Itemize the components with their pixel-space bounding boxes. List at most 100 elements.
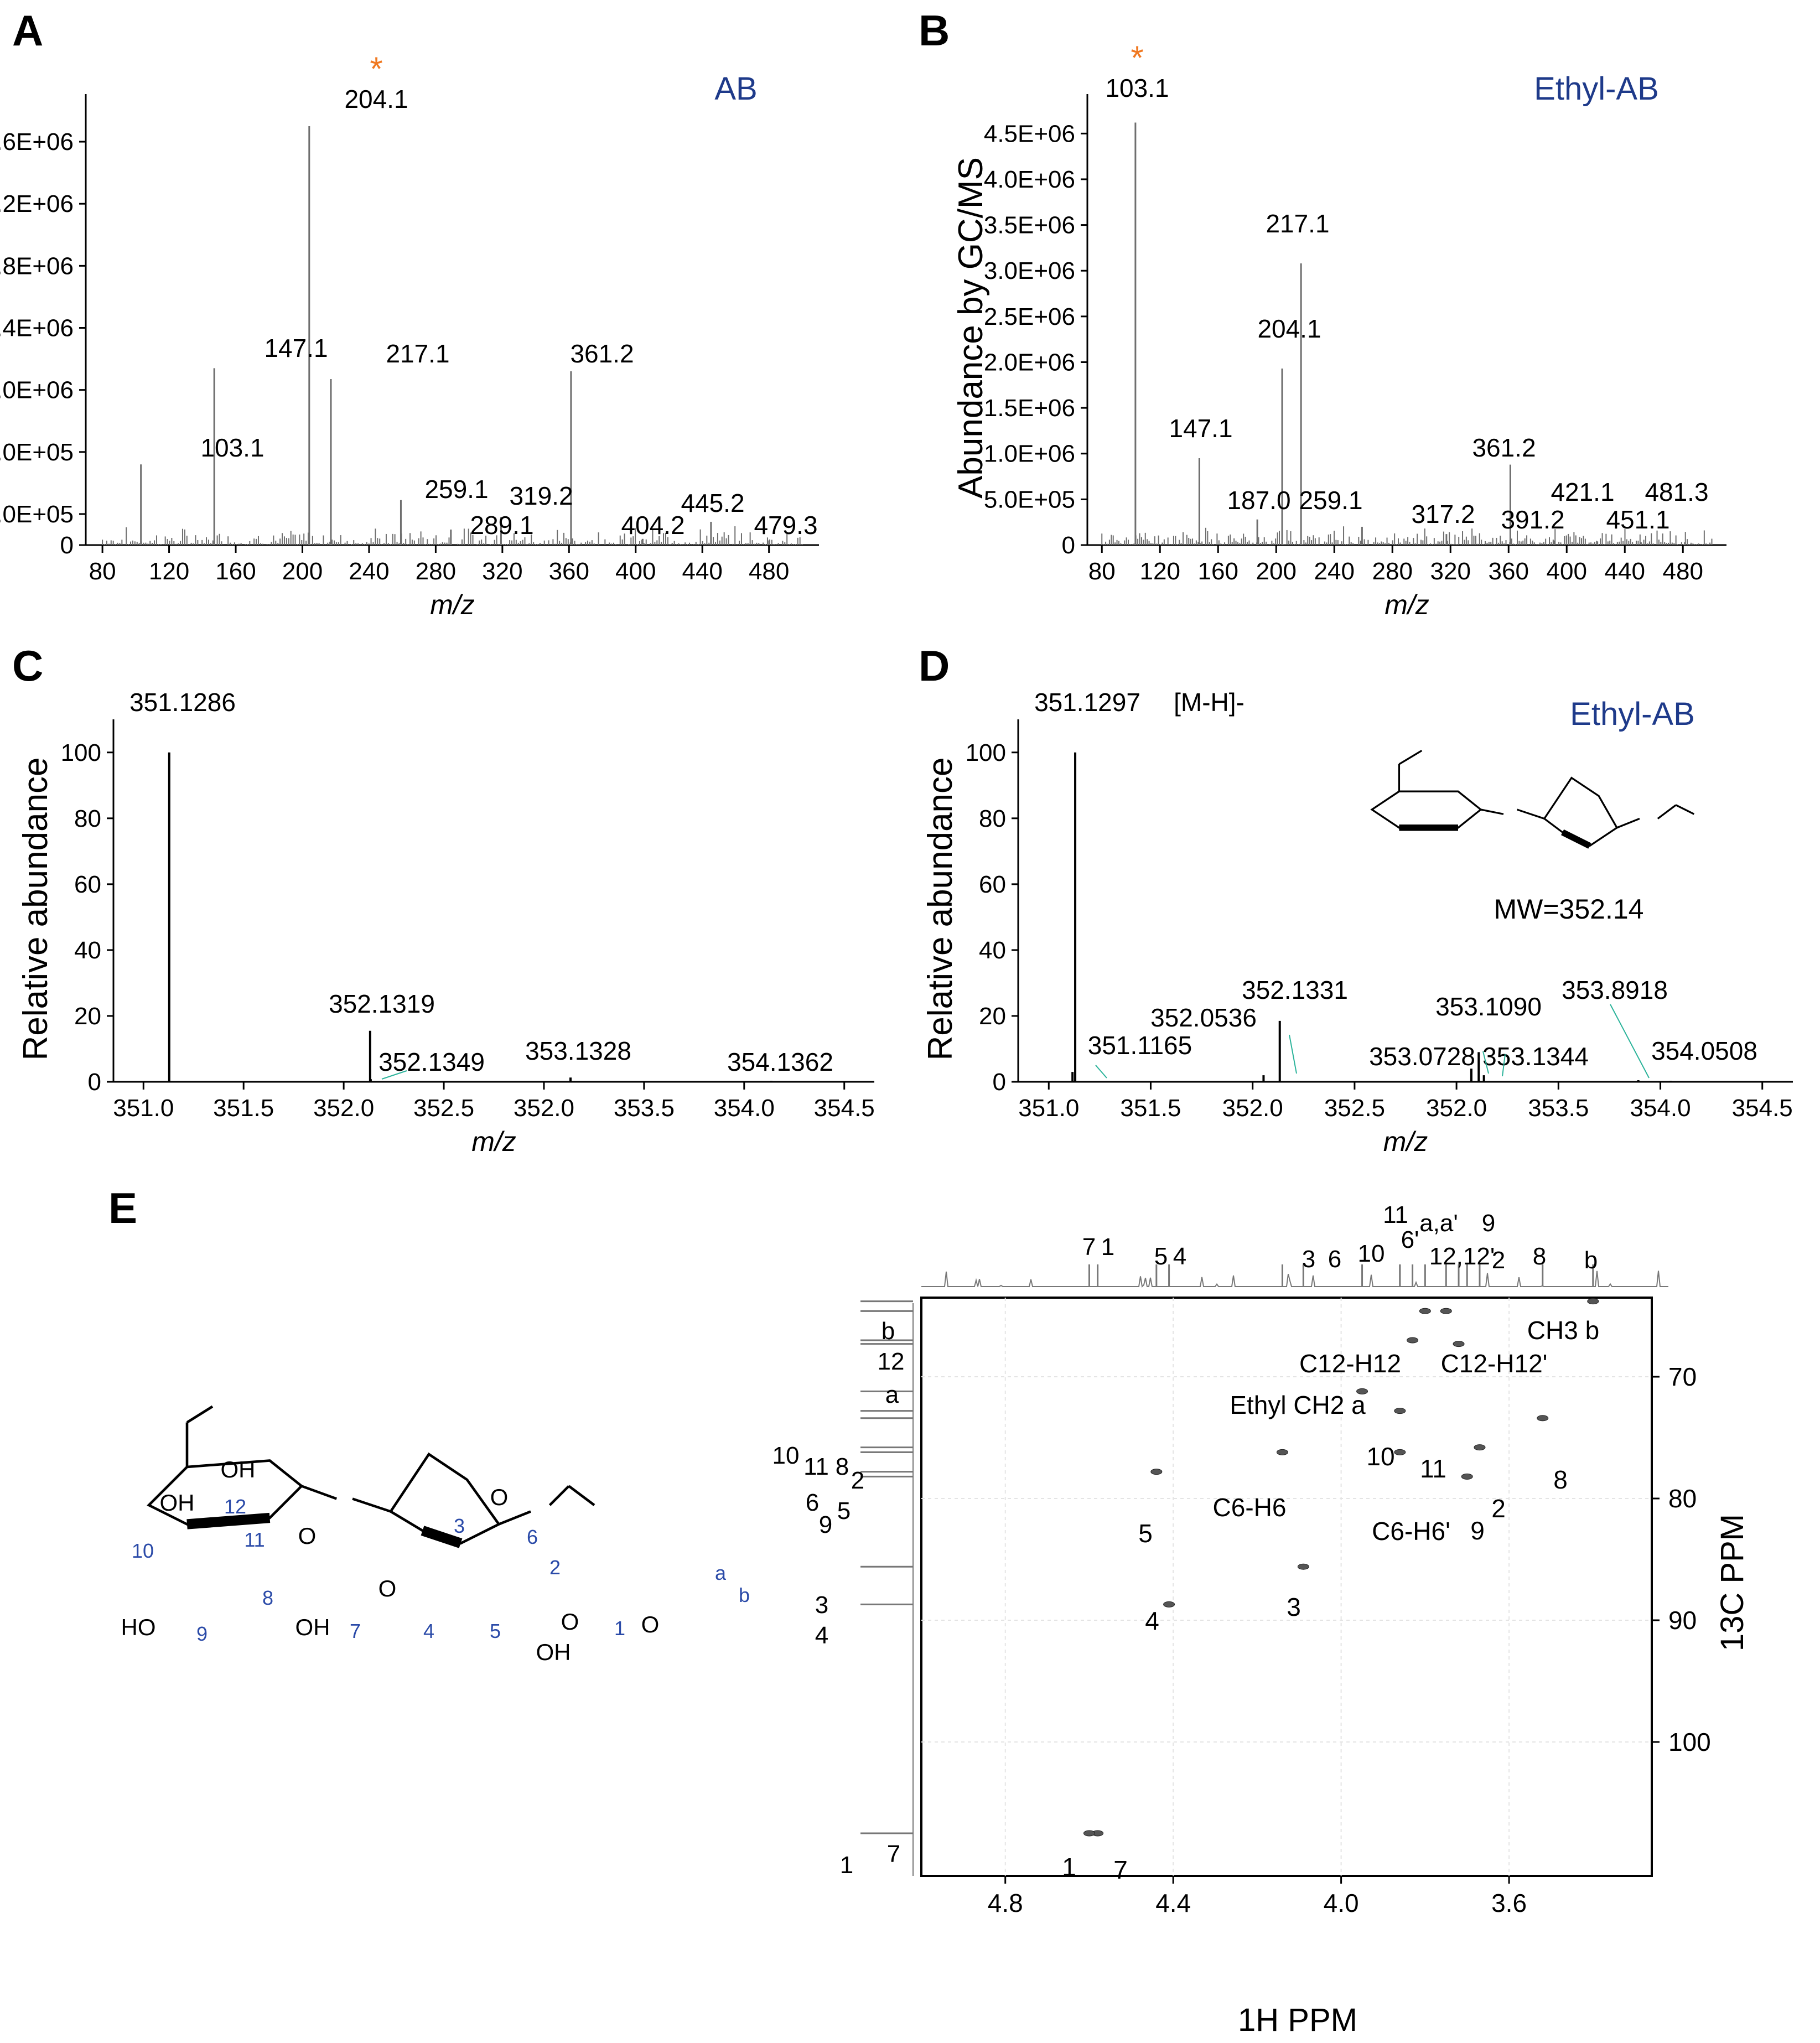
- y-tick-label: 2.0E+06: [984, 349, 1075, 376]
- projection-label: 7: [1082, 1233, 1096, 1261]
- x-tick-label: 160: [215, 558, 256, 585]
- x-tick-label: 353.5: [614, 1095, 675, 1122]
- projection-label: 5: [1154, 1243, 1168, 1270]
- projection-label: 12: [878, 1348, 905, 1375]
- structure-label: OH: [221, 1456, 256, 1482]
- projection-label: 1: [1101, 1233, 1114, 1261]
- peak-label: 353.8918: [1562, 976, 1668, 1004]
- x-tick-label: 240: [349, 558, 389, 585]
- cross-peak-label: 3: [1287, 1593, 1301, 1621]
- cross-peak-label: Ethyl CH2 a: [1230, 1391, 1366, 1419]
- structure-label: OH: [160, 1490, 195, 1516]
- x-tick-label: 352.0: [514, 1095, 574, 1122]
- peak-label: 404.2: [621, 511, 685, 540]
- projection-label: 1: [840, 1852, 853, 1879]
- panel-letter-e: E: [108, 1184, 137, 1232]
- peak-label: 317.2: [1411, 500, 1475, 528]
- peak-label: 103.1: [200, 433, 264, 462]
- guide-line: [1482, 1051, 1489, 1074]
- panel-d-chart: 0 20 40 60 80 100 351.0 351.5 352.0 352.5 352.0 353…: [921, 688, 1793, 1157]
- y-tick-label: 3.0E+06: [984, 257, 1075, 284]
- cross-peak-label: 1: [1062, 1853, 1076, 1881]
- x-tick-label: 354.5: [1732, 1095, 1793, 1122]
- x-tick-label: 351.5: [1120, 1095, 1181, 1122]
- projection-label: 8: [836, 1453, 849, 1480]
- peak-label: 217.1: [1266, 209, 1329, 238]
- peak-label: 361.2: [570, 339, 634, 368]
- projection-label: 12,12': [1429, 1243, 1495, 1270]
- y-tick-label: 0: [993, 1069, 1006, 1096]
- projection-label: a: [885, 1381, 899, 1408]
- cross-peak-label: 8: [1553, 1465, 1568, 1494]
- cross-peak: [1276, 1449, 1288, 1455]
- projection-label: 3: [815, 1591, 828, 1619]
- cross-peak: [1083, 1830, 1095, 1837]
- x-tick-label: 351.5: [213, 1095, 274, 1122]
- projection-label: 11: [803, 1453, 829, 1480]
- x-tick-label: 320: [1430, 558, 1471, 585]
- y-tick-label: 100: [1668, 1728, 1711, 1756]
- cross-peak: [1297, 1563, 1309, 1570]
- structure-label: 1: [614, 1617, 625, 1640]
- cross-peak-label: C6-H6': [1372, 1517, 1450, 1546]
- projection-label: 10: [1358, 1240, 1385, 1267]
- x-tick-label: 400: [615, 558, 656, 585]
- top-projection-baseline: [921, 1271, 1668, 1288]
- structure-label: 8: [262, 1586, 273, 1609]
- projection-label: 8: [1533, 1243, 1546, 1270]
- peak-label: 352.0536: [1150, 1003, 1257, 1032]
- y-tick-label: 20: [74, 1003, 101, 1030]
- x-tick-label: 480: [749, 558, 789, 585]
- projection-label: b: [1584, 1247, 1598, 1274]
- guide-line: [1289, 1034, 1297, 1074]
- projection-label: 10: [772, 1442, 800, 1469]
- guide-line: [1610, 1004, 1650, 1078]
- panel-letter-d: D: [919, 641, 950, 690]
- y-tick-label: 100: [966, 739, 1006, 766]
- x-tick-label: 352.0: [1426, 1095, 1487, 1122]
- projection-label: 9: [1482, 1210, 1495, 1237]
- guide-line: [381, 1070, 407, 1080]
- peak-label: 421.1: [1551, 478, 1614, 506]
- peak-label: 352.1331: [1242, 976, 1348, 1004]
- y-tick-label: 1.5E+06: [984, 395, 1075, 422]
- cross-peak-label: 5: [1138, 1519, 1153, 1548]
- structure-label: O: [561, 1609, 579, 1635]
- structure-label: HO: [121, 1614, 156, 1640]
- y-axis-title: 13C PPM: [1714, 1514, 1750, 1651]
- cross-peak-label: 10: [1366, 1442, 1394, 1471]
- y-tick-label: 90: [1668, 1606, 1697, 1635]
- y-tick-label: 70: [1668, 1362, 1697, 1391]
- x-tick-label: 360: [549, 558, 589, 585]
- cross-peak: [1474, 1444, 1486, 1451]
- panel-letter-c: C: [12, 641, 43, 690]
- projection-label: 2: [851, 1467, 864, 1494]
- structure-label: O: [298, 1523, 317, 1549]
- cross-peak: [1163, 1601, 1175, 1608]
- structure-label: b: [739, 1584, 750, 1606]
- x-tick-label: 351.0: [113, 1095, 174, 1122]
- x-tick-label: 160: [1198, 558, 1238, 585]
- structure-label: 9: [196, 1622, 208, 1645]
- y-tick-label: 2.6E+06: [0, 128, 74, 155]
- cross-peak: [1453, 1341, 1465, 1347]
- sample-label: Ethyl-AB: [1534, 71, 1659, 107]
- x-tick-label: 280: [1372, 558, 1413, 585]
- peak-label: 352.1319: [329, 989, 435, 1018]
- cross-peak: [1394, 1408, 1406, 1414]
- x-axis-title: m/z: [1385, 589, 1429, 620]
- peak-label: 354.1362: [727, 1048, 833, 1076]
- cross-peak: [1587, 1298, 1599, 1305]
- cross-peak: [1356, 1388, 1368, 1394]
- peak-label: 353.1090: [1435, 992, 1542, 1021]
- y-tick-label: 80: [74, 805, 101, 832]
- panel-b-chart: 0 5.0E+05 1.0E+06 1.5E+06 2.0E+06 2.5E+06 3.0E…: [952, 39, 1726, 620]
- x-tick-label: 360: [1489, 558, 1529, 585]
- sample-label: Ethyl-AB: [1570, 696, 1695, 732]
- y-tick-label: 80: [979, 805, 1006, 832]
- cross-peak: [1407, 1337, 1419, 1344]
- structure-label: OH: [295, 1614, 330, 1640]
- y-axis-title: Relative abundance: [17, 757, 55, 1060]
- ethyl-ab-structure-numbered: [147, 1405, 595, 1548]
